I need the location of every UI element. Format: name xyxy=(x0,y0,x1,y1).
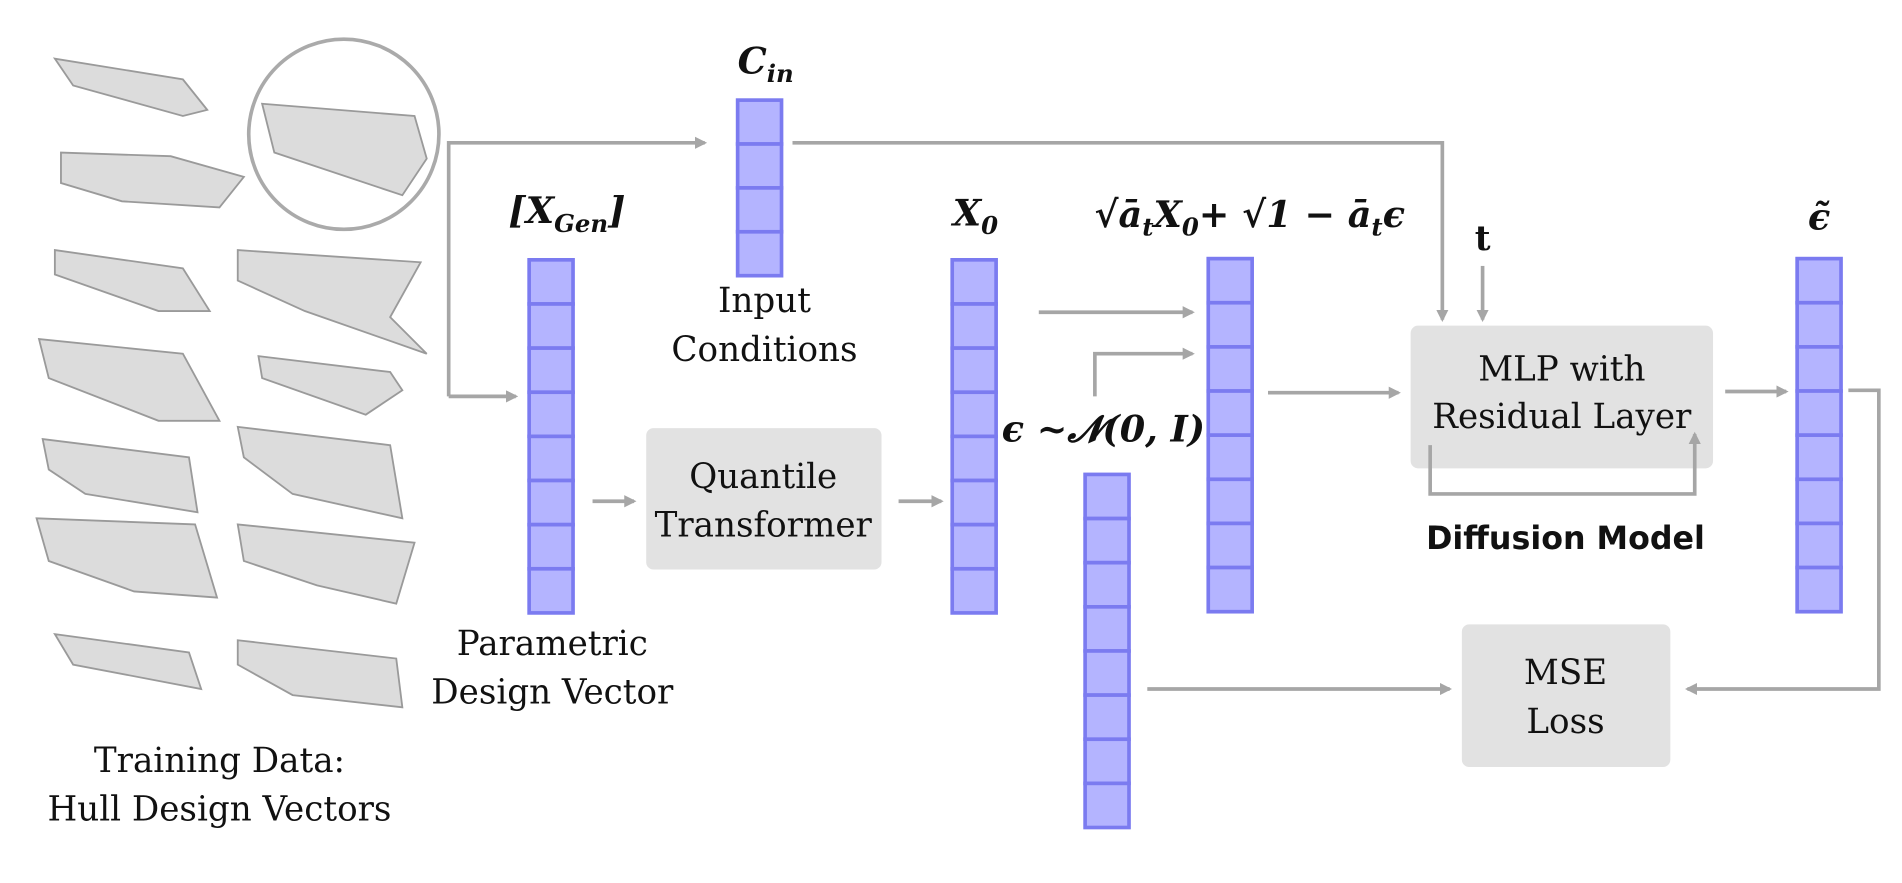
mlp-box-text: Residual Layer xyxy=(1432,397,1692,437)
vector-cell xyxy=(527,302,575,350)
vector-cell xyxy=(950,478,998,527)
x0-label: X0 xyxy=(951,192,998,241)
vector-cell xyxy=(527,478,575,527)
formula-subscript: t xyxy=(1371,212,1383,241)
vector-cell xyxy=(735,186,784,234)
vector-cell xyxy=(1083,516,1131,565)
mse-box-text: Loss xyxy=(1526,702,1604,742)
vector-cell xyxy=(1795,565,1843,614)
vector-cell xyxy=(950,346,998,395)
training-label: Training Data: xyxy=(94,741,345,781)
parametric-label: Design Vector xyxy=(431,673,674,713)
vector-cell xyxy=(527,522,575,571)
vector-cell xyxy=(1795,477,1843,526)
vector-cell xyxy=(950,522,998,571)
t-label: t xyxy=(1475,219,1491,259)
input-label: Conditions xyxy=(671,330,857,370)
vector-cell xyxy=(527,434,575,483)
quantile-box-text: Quantile xyxy=(689,457,837,497)
noise-formula: ϵ ~𝓝(0, 𝑰) xyxy=(1002,408,1205,451)
vector-cell xyxy=(1083,560,1131,609)
mlp-box-text: MLP with xyxy=(1478,350,1645,390)
vector-cell xyxy=(1083,781,1131,830)
vector-cell xyxy=(950,302,998,350)
x-gen-label: [XGen] xyxy=(508,189,625,238)
forward-formula: √ātX0+ √1 − ātϵ xyxy=(1094,193,1405,242)
c-in-label: Cin xyxy=(738,39,794,88)
vector-cell xyxy=(1206,433,1254,482)
vector-cell xyxy=(527,566,575,615)
vector-cell xyxy=(1083,737,1131,786)
vector-cell xyxy=(1795,521,1843,570)
formula-part: + √1 − ā xyxy=(1199,193,1372,236)
quantile-box-text: Transformer xyxy=(655,506,873,546)
formula-part: X xyxy=(1151,193,1183,236)
vector-cell xyxy=(1206,300,1254,349)
vector-cell xyxy=(1083,604,1131,653)
formula-part: √ā xyxy=(1094,193,1142,236)
vector-cell xyxy=(950,390,998,439)
boxes xyxy=(646,325,1714,768)
formula-subscript: 0 xyxy=(1182,212,1199,241)
vector-cell xyxy=(950,566,998,615)
training-label: Hull Design Vectors xyxy=(47,790,391,830)
input-label: Input xyxy=(718,281,811,321)
vector-cell xyxy=(1206,477,1254,526)
vector-cell xyxy=(1795,433,1843,482)
eps-pred-label: ϵ̃ xyxy=(1808,195,1830,238)
vector-cell xyxy=(1083,472,1131,521)
vector-cell xyxy=(527,346,575,395)
vector-cell xyxy=(735,142,784,190)
vector-cell xyxy=(1206,256,1254,305)
vector-cell xyxy=(1083,693,1131,742)
formula-part: ϵ xyxy=(1383,193,1405,236)
vector-cell xyxy=(1206,521,1254,570)
diffusion-label: Diffusion Model xyxy=(1426,521,1705,557)
vector-cell xyxy=(1795,389,1843,437)
vector-cell xyxy=(735,98,784,146)
formula-subscript: t xyxy=(1142,212,1154,241)
vector-cell xyxy=(735,229,784,278)
parametric-label: Parametric xyxy=(457,624,648,664)
vectors xyxy=(527,98,1843,830)
vector-cell xyxy=(950,258,998,306)
vector-cell xyxy=(1206,345,1254,393)
vector-cell xyxy=(1206,565,1254,614)
vector-cell xyxy=(1795,300,1843,349)
vector-cell xyxy=(1795,345,1843,393)
vector-cell xyxy=(1083,649,1131,697)
vector-cell xyxy=(1206,389,1254,437)
vector-cell xyxy=(1795,256,1843,305)
arrows xyxy=(446,136,1881,696)
vector-cell xyxy=(950,434,998,483)
vector-cell xyxy=(527,258,575,306)
hull-images xyxy=(35,37,441,709)
vector-cell xyxy=(527,390,575,439)
mse-box-text: MSE xyxy=(1524,653,1607,693)
